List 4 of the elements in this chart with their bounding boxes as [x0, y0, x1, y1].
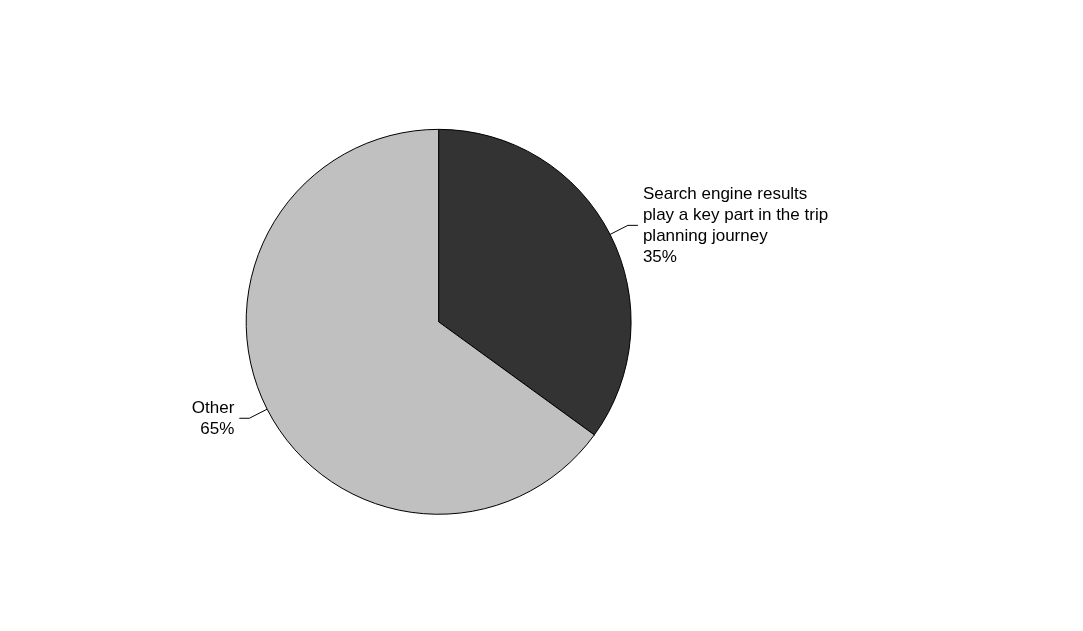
data-label: 35% — [642, 247, 677, 267]
slice-label: Search engine results play a key part in the trip planning journey — [642, 184, 833, 246]
slice-label: Other — [191, 398, 235, 418]
data-label: 65% — [200, 419, 235, 439]
